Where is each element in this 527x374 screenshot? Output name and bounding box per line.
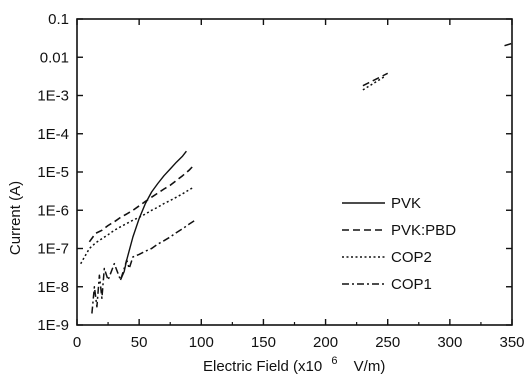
y-tick-label: 1E-8 [37, 279, 69, 296]
y-tick-label: 0.1 [48, 11, 69, 28]
legend-label: COP2 [391, 249, 432, 266]
y-tick-label: 1E-9 [37, 317, 69, 334]
x-tick-label: 300 [437, 334, 462, 351]
curve-fragment [362, 72, 389, 87]
y-tick-label: 1E-3 [37, 88, 69, 105]
x-tick-label: 250 [375, 334, 400, 351]
x-tick-label: 100 [189, 334, 214, 351]
x-tick-label: 50 [131, 334, 148, 351]
y-axis-title: Current (A) [7, 181, 24, 255]
x-tick-label: 350 [499, 334, 524, 351]
series-layer [80, 42, 513, 314]
x-axis-title-main: Electric Field (x10 [203, 358, 322, 374]
x-axis-title: Electric Field (x10 6 V/m) [203, 351, 385, 374]
legend: PVK PVK:PBD COP2 COP1 [342, 195, 456, 293]
series-line-cop2 [80, 186, 195, 265]
y-tick-label: 1E-4 [37, 126, 69, 143]
legend-label: PVK [391, 195, 421, 212]
y-tick-label: 0.01 [40, 49, 69, 66]
series-line-cop1 [91, 219, 196, 314]
curve-fragment [504, 42, 513, 47]
x-axis-title-unit: V/m) [354, 358, 386, 374]
y-tick-label: 1E-6 [37, 202, 69, 219]
x-axis-title-exponent: 6 [331, 355, 337, 367]
y-axis: 0.1 0.01 1E-3 1E-4 1E-5 1E-6 1E-7 1E-8 1E-9 [37, 11, 512, 334]
y-tick-label: 1E-7 [37, 241, 69, 258]
y-tick-label: 1E-5 [37, 164, 69, 181]
legend-label: PVK:PBD [391, 222, 456, 239]
legend-label: COP1 [391, 276, 432, 293]
x-axis: 0 50 100 150 200 250 300 350 [73, 19, 525, 351]
x-tick-label: 0 [73, 334, 81, 351]
x-tick-label: 200 [313, 334, 338, 351]
x-tick-label: 150 [251, 334, 276, 351]
series-line-pvk-pbd [88, 164, 195, 243]
